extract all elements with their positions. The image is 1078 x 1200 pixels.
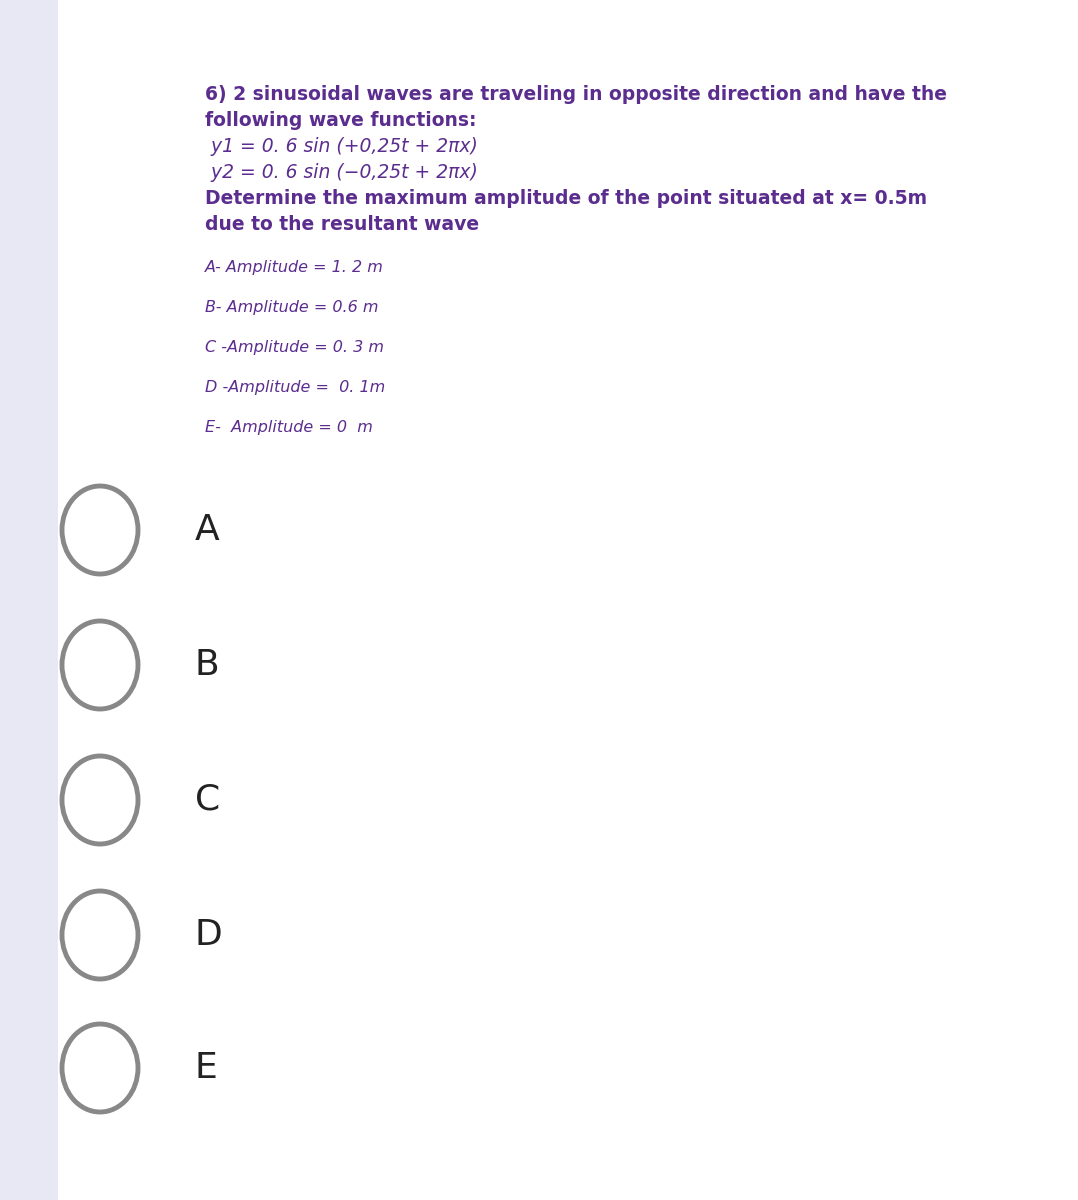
Text: following wave functions:: following wave functions: xyxy=(205,110,476,130)
Text: y2 = 0. 6 sin (−0,25t + 2πx): y2 = 0. 6 sin (−0,25t + 2πx) xyxy=(205,163,478,182)
Text: due to the resultant wave: due to the resultant wave xyxy=(205,215,479,234)
Text: B: B xyxy=(195,648,220,682)
Text: B- Amplitude = 0.6 m: B- Amplitude = 0.6 m xyxy=(205,300,378,314)
Text: E: E xyxy=(195,1051,218,1085)
Text: C: C xyxy=(195,782,220,817)
Text: A- Amplitude = 1. 2 m: A- Amplitude = 1. 2 m xyxy=(205,260,384,275)
Text: D -Amplitude =  0. 1m: D -Amplitude = 0. 1m xyxy=(205,380,385,395)
Bar xyxy=(0,0,58,1200)
Text: Determine the maximum amplitude of the point situated at x= 0.5m: Determine the maximum amplitude of the p… xyxy=(205,188,927,208)
Text: D: D xyxy=(195,918,223,952)
Text: A: A xyxy=(195,514,220,547)
Text: E-  Amplitude = 0  m: E- Amplitude = 0 m xyxy=(205,420,373,434)
Text: 6) 2 sinusoidal waves are traveling in opposite direction and have the: 6) 2 sinusoidal waves are traveling in o… xyxy=(205,85,946,104)
Text: y1 = 0. 6 sin (+0,25t + 2πx): y1 = 0. 6 sin (+0,25t + 2πx) xyxy=(205,137,478,156)
Text: C -Amplitude = 0. 3 m: C -Amplitude = 0. 3 m xyxy=(205,340,384,355)
